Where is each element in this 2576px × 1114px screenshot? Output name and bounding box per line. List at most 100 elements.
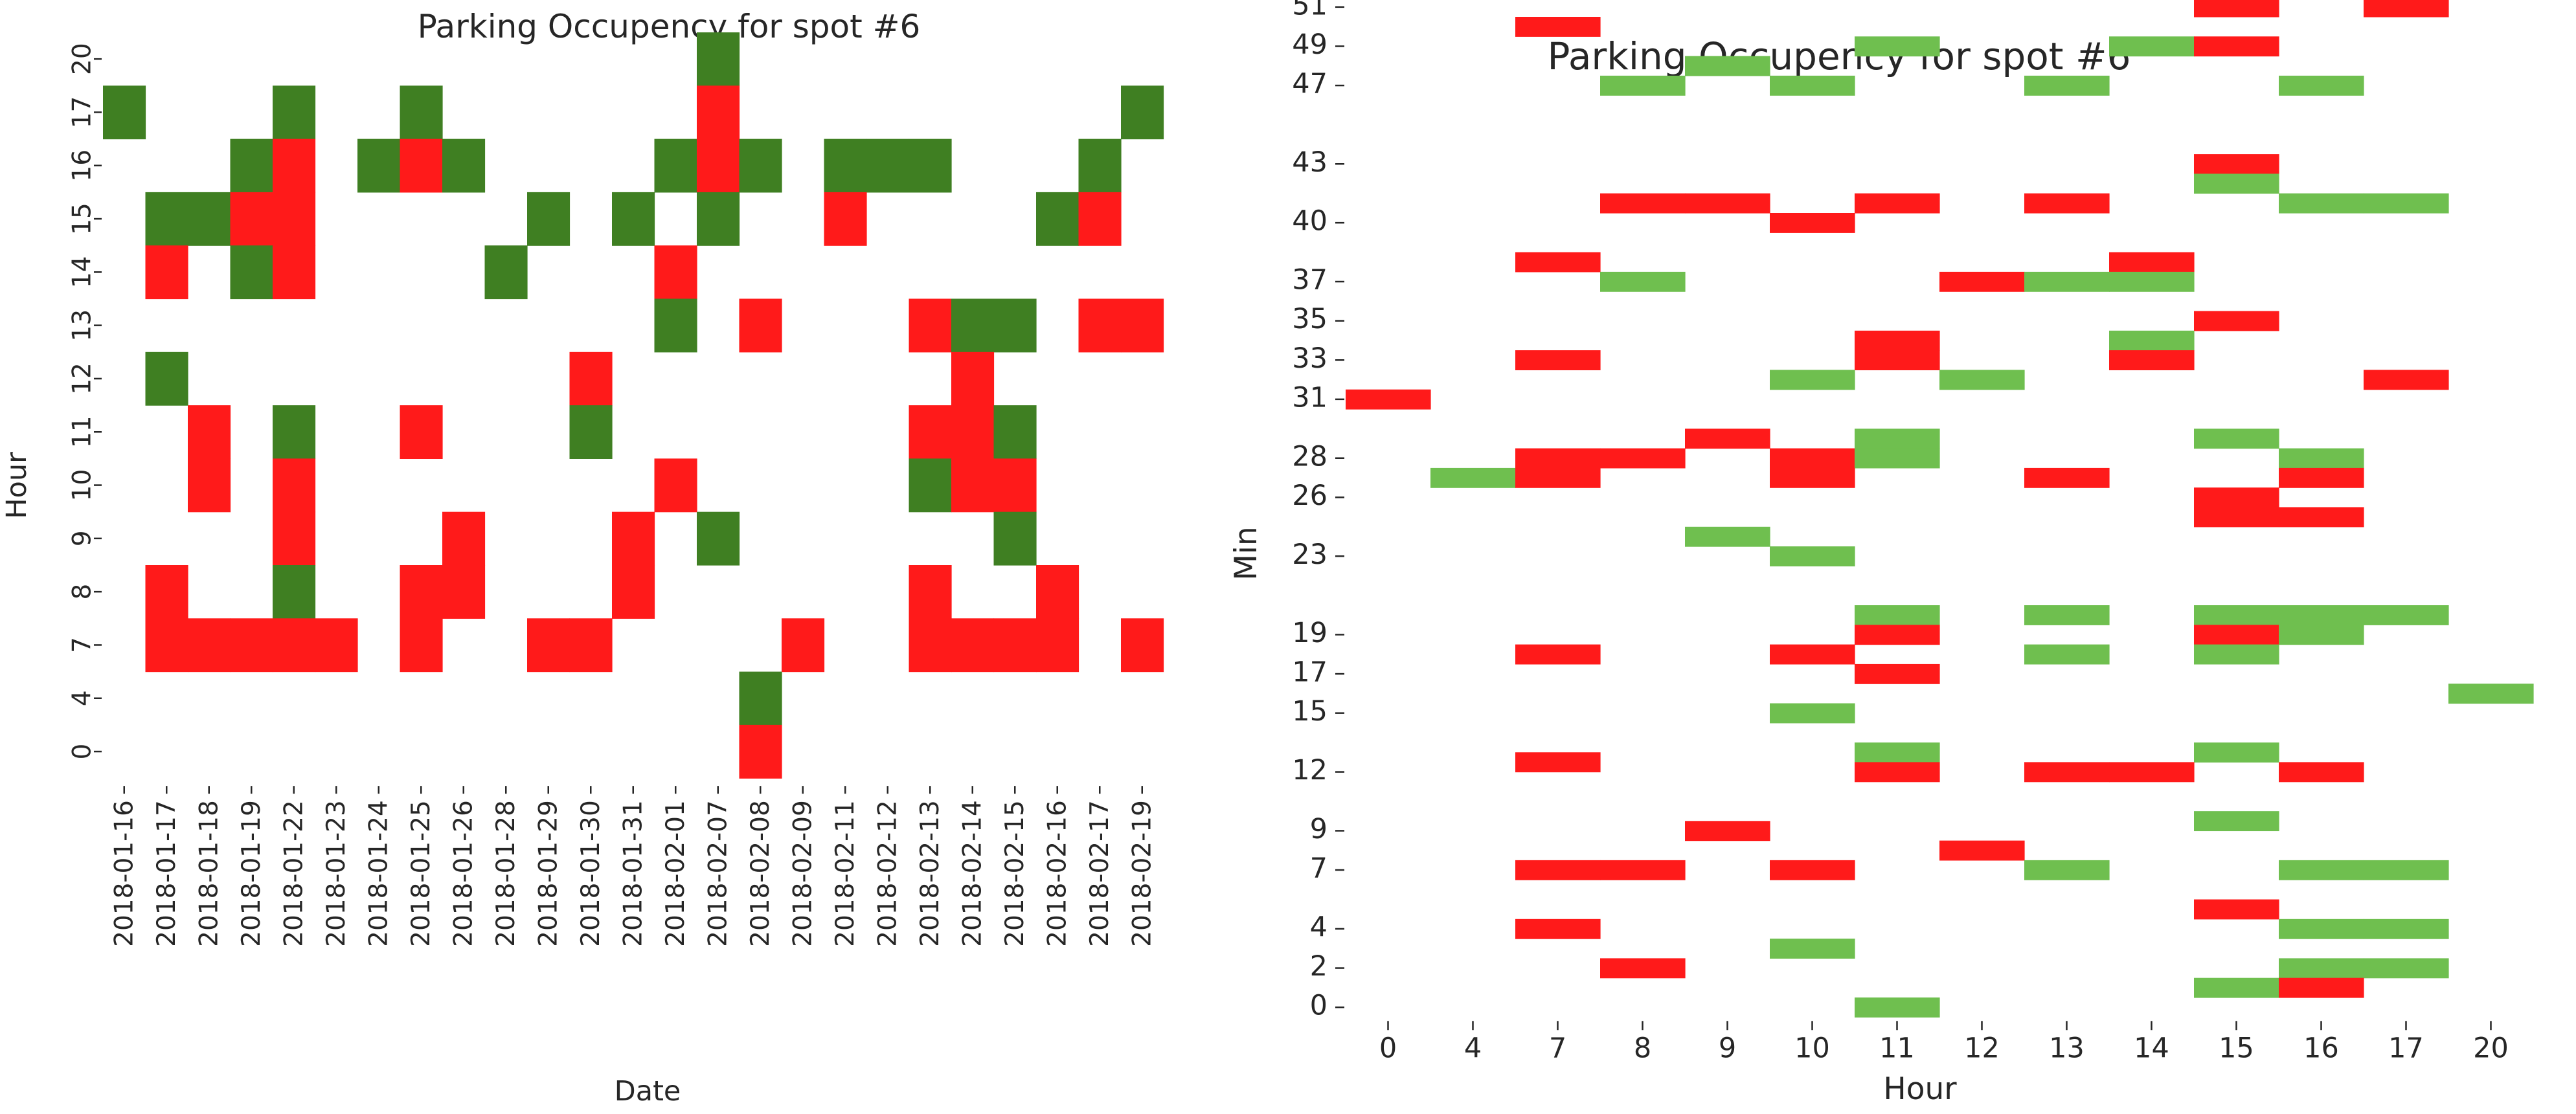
heatmap-cell	[2024, 644, 2110, 665]
heatmap-cell	[1685, 821, 1770, 841]
heatmap-cell	[1770, 75, 1855, 96]
heatmap-cell	[2194, 507, 2279, 528]
heatmap-cell	[1685, 193, 1770, 214]
y-tick-label: 14	[68, 256, 97, 289]
y-tick-label: 15	[68, 203, 97, 235]
heatmap-cell	[2194, 487, 2279, 508]
right-heatmap-cells	[1346, 0, 2534, 1018]
heatmap-cell	[1770, 448, 1855, 469]
heatmap-cell	[739, 671, 782, 726]
left-x-axis-label: Date	[615, 1075, 681, 1108]
heatmap-cell	[909, 298, 952, 353]
heatmap-cell	[2279, 605, 2364, 625]
heatmap-cell	[654, 458, 697, 513]
heatmap-cell	[1515, 860, 1601, 880]
heatmap-cell	[2194, 0, 2279, 17]
x-tick-label: 10	[1794, 1032, 1830, 1064]
heatmap-cell	[612, 192, 655, 246]
heatmap-cell	[697, 85, 740, 140]
heatmap-cell	[654, 245, 697, 300]
heatmap-cell	[1515, 448, 1601, 469]
heatmap-cell	[2279, 625, 2364, 645]
heatmap-cell	[993, 511, 1037, 566]
left-y-ticks: 20 17 16 15 14 13 12 11 10 9 8 7 4 0	[68, 43, 102, 759]
heatmap-cell	[273, 405, 316, 459]
x-tick-label: 2018-01-29	[534, 800, 563, 947]
heatmap-cell	[2024, 75, 2110, 96]
y-tick-label: 10	[68, 469, 97, 502]
heatmap-cell	[273, 458, 316, 513]
y-tick-label: 0	[1310, 990, 1328, 1022]
heatmap-cell	[1770, 370, 1855, 390]
x-tick-label: 15	[2219, 1032, 2254, 1064]
x-tick-label: 7	[1549, 1032, 1566, 1064]
heatmap-cell	[2194, 173, 2279, 194]
heatmap-cell	[145, 351, 188, 406]
heatmap-cell	[1855, 36, 1940, 57]
y-tick-label: 16	[68, 150, 97, 182]
heatmap-cell	[1600, 958, 1686, 979]
heatmap-cell	[2024, 860, 2110, 880]
heatmap-cell	[1121, 85, 1164, 140]
heatmap-cell	[2279, 448, 2364, 469]
heatmap-cell	[1939, 840, 2025, 861]
heatmap-cell	[866, 139, 910, 193]
heatmap-cell	[2194, 605, 2279, 625]
heatmap-cell	[1770, 939, 1855, 959]
y-tick-label: 28	[1292, 440, 1328, 473]
heatmap-cell	[484, 245, 528, 300]
heatmap-cell	[400, 405, 443, 459]
heatmap-cell	[145, 245, 188, 300]
heatmap-cell	[2024, 605, 2110, 625]
x-tick-label: 16	[2303, 1032, 2339, 1064]
heatmap-cell	[1939, 370, 2025, 390]
heatmap-cell	[2448, 684, 2534, 704]
x-tick-label: 2018-02-08	[746, 800, 775, 947]
heatmap-cell	[739, 724, 782, 779]
heatmap-cell	[782, 618, 825, 673]
x-tick-label: 2018-02-01	[661, 800, 690, 947]
y-tick-label: 51	[1292, 0, 1328, 21]
heatmap-cell	[2279, 977, 2364, 998]
heatmap-cell	[273, 85, 316, 140]
x-tick-label: 8	[1634, 1032, 1651, 1064]
heatmap-cell	[951, 458, 995, 513]
heatmap-cell	[1036, 192, 1079, 246]
heatmap-cell	[1600, 860, 1686, 880]
y-tick-label: 7	[68, 637, 97, 653]
heatmap-cell	[2024, 467, 2110, 488]
x-tick-label: 2018-01-30	[576, 800, 605, 947]
heatmap-cell	[188, 618, 231, 673]
heatmap-cell	[1036, 565, 1079, 619]
heatmap-cell	[2279, 507, 2364, 528]
heatmap-cell	[145, 565, 188, 619]
heatmap-cell	[1855, 350, 1940, 370]
heatmap-cell	[2279, 467, 2364, 488]
x-tick-label: 2018-01-28	[491, 800, 521, 947]
y-tick-label: 9	[1310, 813, 1328, 845]
heatmap-cell	[1770, 213, 1855, 233]
y-tick-label: 26	[1292, 480, 1328, 512]
heatmap-cell	[1121, 618, 1164, 673]
heatmap-cell	[909, 618, 952, 673]
heatmap-cell	[1078, 298, 1122, 353]
heatmap-cell	[2194, 811, 2279, 832]
heatmap-cell	[400, 618, 443, 673]
x-tick-label: 2018-02-09	[788, 800, 817, 947]
heatmap-cell	[442, 511, 486, 566]
heatmap-cell	[1036, 618, 1079, 673]
heatmap-cell	[1685, 526, 1770, 547]
heatmap-cell	[1685, 429, 1770, 449]
heatmap-cell	[273, 245, 316, 300]
y-tick-label: 12	[68, 362, 97, 395]
heatmap-cell	[1515, 252, 1601, 273]
y-tick-label: 49	[1292, 28, 1328, 61]
heatmap-cell	[1855, 193, 1940, 214]
heatmap-cell	[1855, 997, 1940, 1018]
heatmap-cell	[1515, 919, 1601, 939]
x-tick-label: 11	[1879, 1032, 1915, 1064]
heatmap-cell	[1078, 139, 1122, 193]
x-tick-label: 0	[1379, 1032, 1397, 1064]
heatmap-cell	[993, 405, 1037, 459]
